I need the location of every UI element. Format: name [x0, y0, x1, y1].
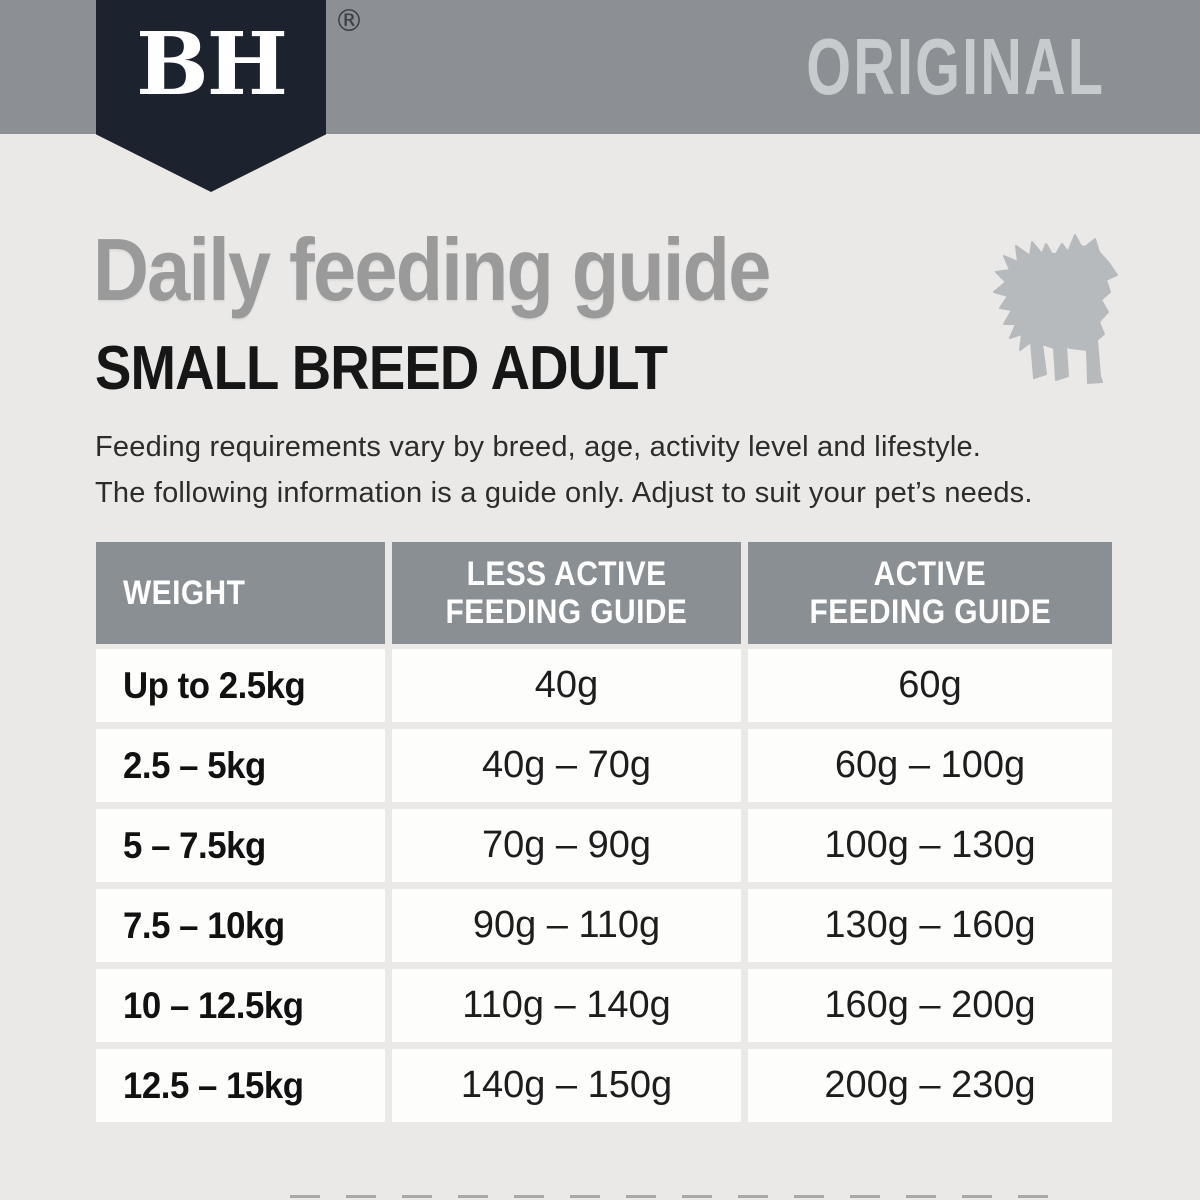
description-line-1: Feeding requirements vary by breed, age,…: [95, 431, 982, 463]
weight-cell: Up to 2.5kg: [96, 649, 385, 722]
registered-trademark-icon: ®: [334, 4, 364, 39]
active-cell: 100g – 130g: [748, 809, 1112, 882]
active-cell: 60g – 100g: [748, 729, 1112, 802]
less-active-value: 40g – 70g: [481, 744, 652, 786]
weight-cell: 5 – 7.5kg: [96, 809, 385, 882]
page-subtitle: SMALL BREED ADULT: [95, 334, 668, 403]
feeding-description: Feeding requirements vary by breed, age,…: [95, 424, 1135, 517]
less-active-value: 90g – 110g: [472, 904, 661, 946]
active-value: 100g – 130g: [824, 824, 1036, 866]
less-active-value: 40g: [534, 664, 599, 706]
cropped-print-artifact: [290, 1195, 1070, 1198]
header-less-active-line1: LESS ACTIVE: [466, 554, 667, 593]
active-cell: 130g – 160g: [748, 889, 1112, 962]
feeding-guide-table: WEIGHT LESS ACTIVE FEEDING GUIDE ACTIVE …: [96, 542, 1112, 1122]
weight-value: 5 – 7.5kg: [123, 824, 266, 866]
brand-logo-text: BH: [136, 14, 288, 115]
active-value: 60g – 100g: [834, 744, 1026, 786]
weight-cell: 12.5 – 15kg: [96, 1049, 385, 1122]
less-active-value: 110g – 140g: [462, 984, 671, 1026]
table-row: 12.5 – 15kg 140g – 150g 200g – 230g: [96, 1049, 1112, 1122]
active-cell: 160g – 200g: [748, 969, 1112, 1042]
less-active-cell: 110g – 140g: [392, 969, 741, 1042]
weight-value: 7.5 – 10kg: [123, 904, 285, 946]
table-row: 2.5 – 5kg 40g – 70g 60g – 100g: [96, 729, 1112, 802]
active-value: 130g – 160g: [824, 904, 1036, 946]
active-value: 60g: [898, 664, 962, 706]
table-row: 5 – 7.5kg 70g – 90g 100g – 130g: [96, 809, 1112, 882]
header-active-line2: FEEDING GUIDE: [809, 593, 1051, 631]
table-header-row: WEIGHT LESS ACTIVE FEEDING GUIDE ACTIVE …: [96, 542, 1112, 644]
table-row: 10 – 12.5kg 110g – 140g 160g – 200g: [96, 969, 1112, 1042]
less-active-cell: 40g: [392, 649, 741, 722]
header-less-active-line2: FEEDING GUIDE: [445, 593, 688, 631]
weight-cell: 7.5 – 10kg: [96, 889, 385, 962]
description-line-2: The following information is a guide onl…: [95, 477, 1033, 510]
less-active-value: 70g – 90g: [481, 824, 652, 866]
header-active: ACTIVE FEEDING GUIDE: [748, 542, 1112, 644]
active-cell: 200g – 230g: [748, 1049, 1112, 1122]
header-weight: WEIGHT: [96, 542, 385, 644]
header-weight-label: WEIGHT: [123, 573, 246, 612]
range-label: ORIGINAL: [806, 22, 1105, 111]
less-active-cell: 40g – 70g: [392, 729, 741, 802]
less-active-cell: 140g – 150g: [392, 1049, 741, 1122]
weight-value: Up to 2.5kg: [123, 664, 306, 706]
weight-cell: 2.5 – 5kg: [96, 729, 385, 802]
less-active-cell: 90g – 110g: [392, 889, 741, 962]
active-value: 160g – 200g: [824, 984, 1036, 1026]
less-active-cell: 70g – 90g: [392, 809, 741, 882]
less-active-value: 140g – 150g: [460, 1064, 673, 1106]
table-row: Up to 2.5kg 40g 60g: [96, 649, 1112, 722]
weight-value: 10 – 12.5kg: [123, 984, 304, 1026]
weight-value: 12.5 – 15kg: [123, 1064, 304, 1106]
header-less-active: LESS ACTIVE FEEDING GUIDE: [392, 542, 741, 644]
header-active-line1: ACTIVE: [873, 554, 987, 593]
active-value: 200g – 230g: [824, 1064, 1036, 1106]
table-row: 7.5 – 10kg 90g – 110g 130g – 160g: [96, 889, 1112, 962]
weight-cell: 10 – 12.5kg: [96, 969, 385, 1042]
weight-value: 2.5 – 5kg: [123, 744, 266, 786]
feeding-table-rows: Up to 2.5kg 40g 60g 2.5 – 5kg 40g – 70g …: [96, 649, 1112, 1122]
page-title: Daily feeding guide: [93, 220, 771, 319]
active-cell: 60g: [748, 649, 1112, 722]
pomeranian-dog-silhouette-icon: [993, 234, 1118, 384]
brand-badge: BH: [96, 0, 326, 192]
